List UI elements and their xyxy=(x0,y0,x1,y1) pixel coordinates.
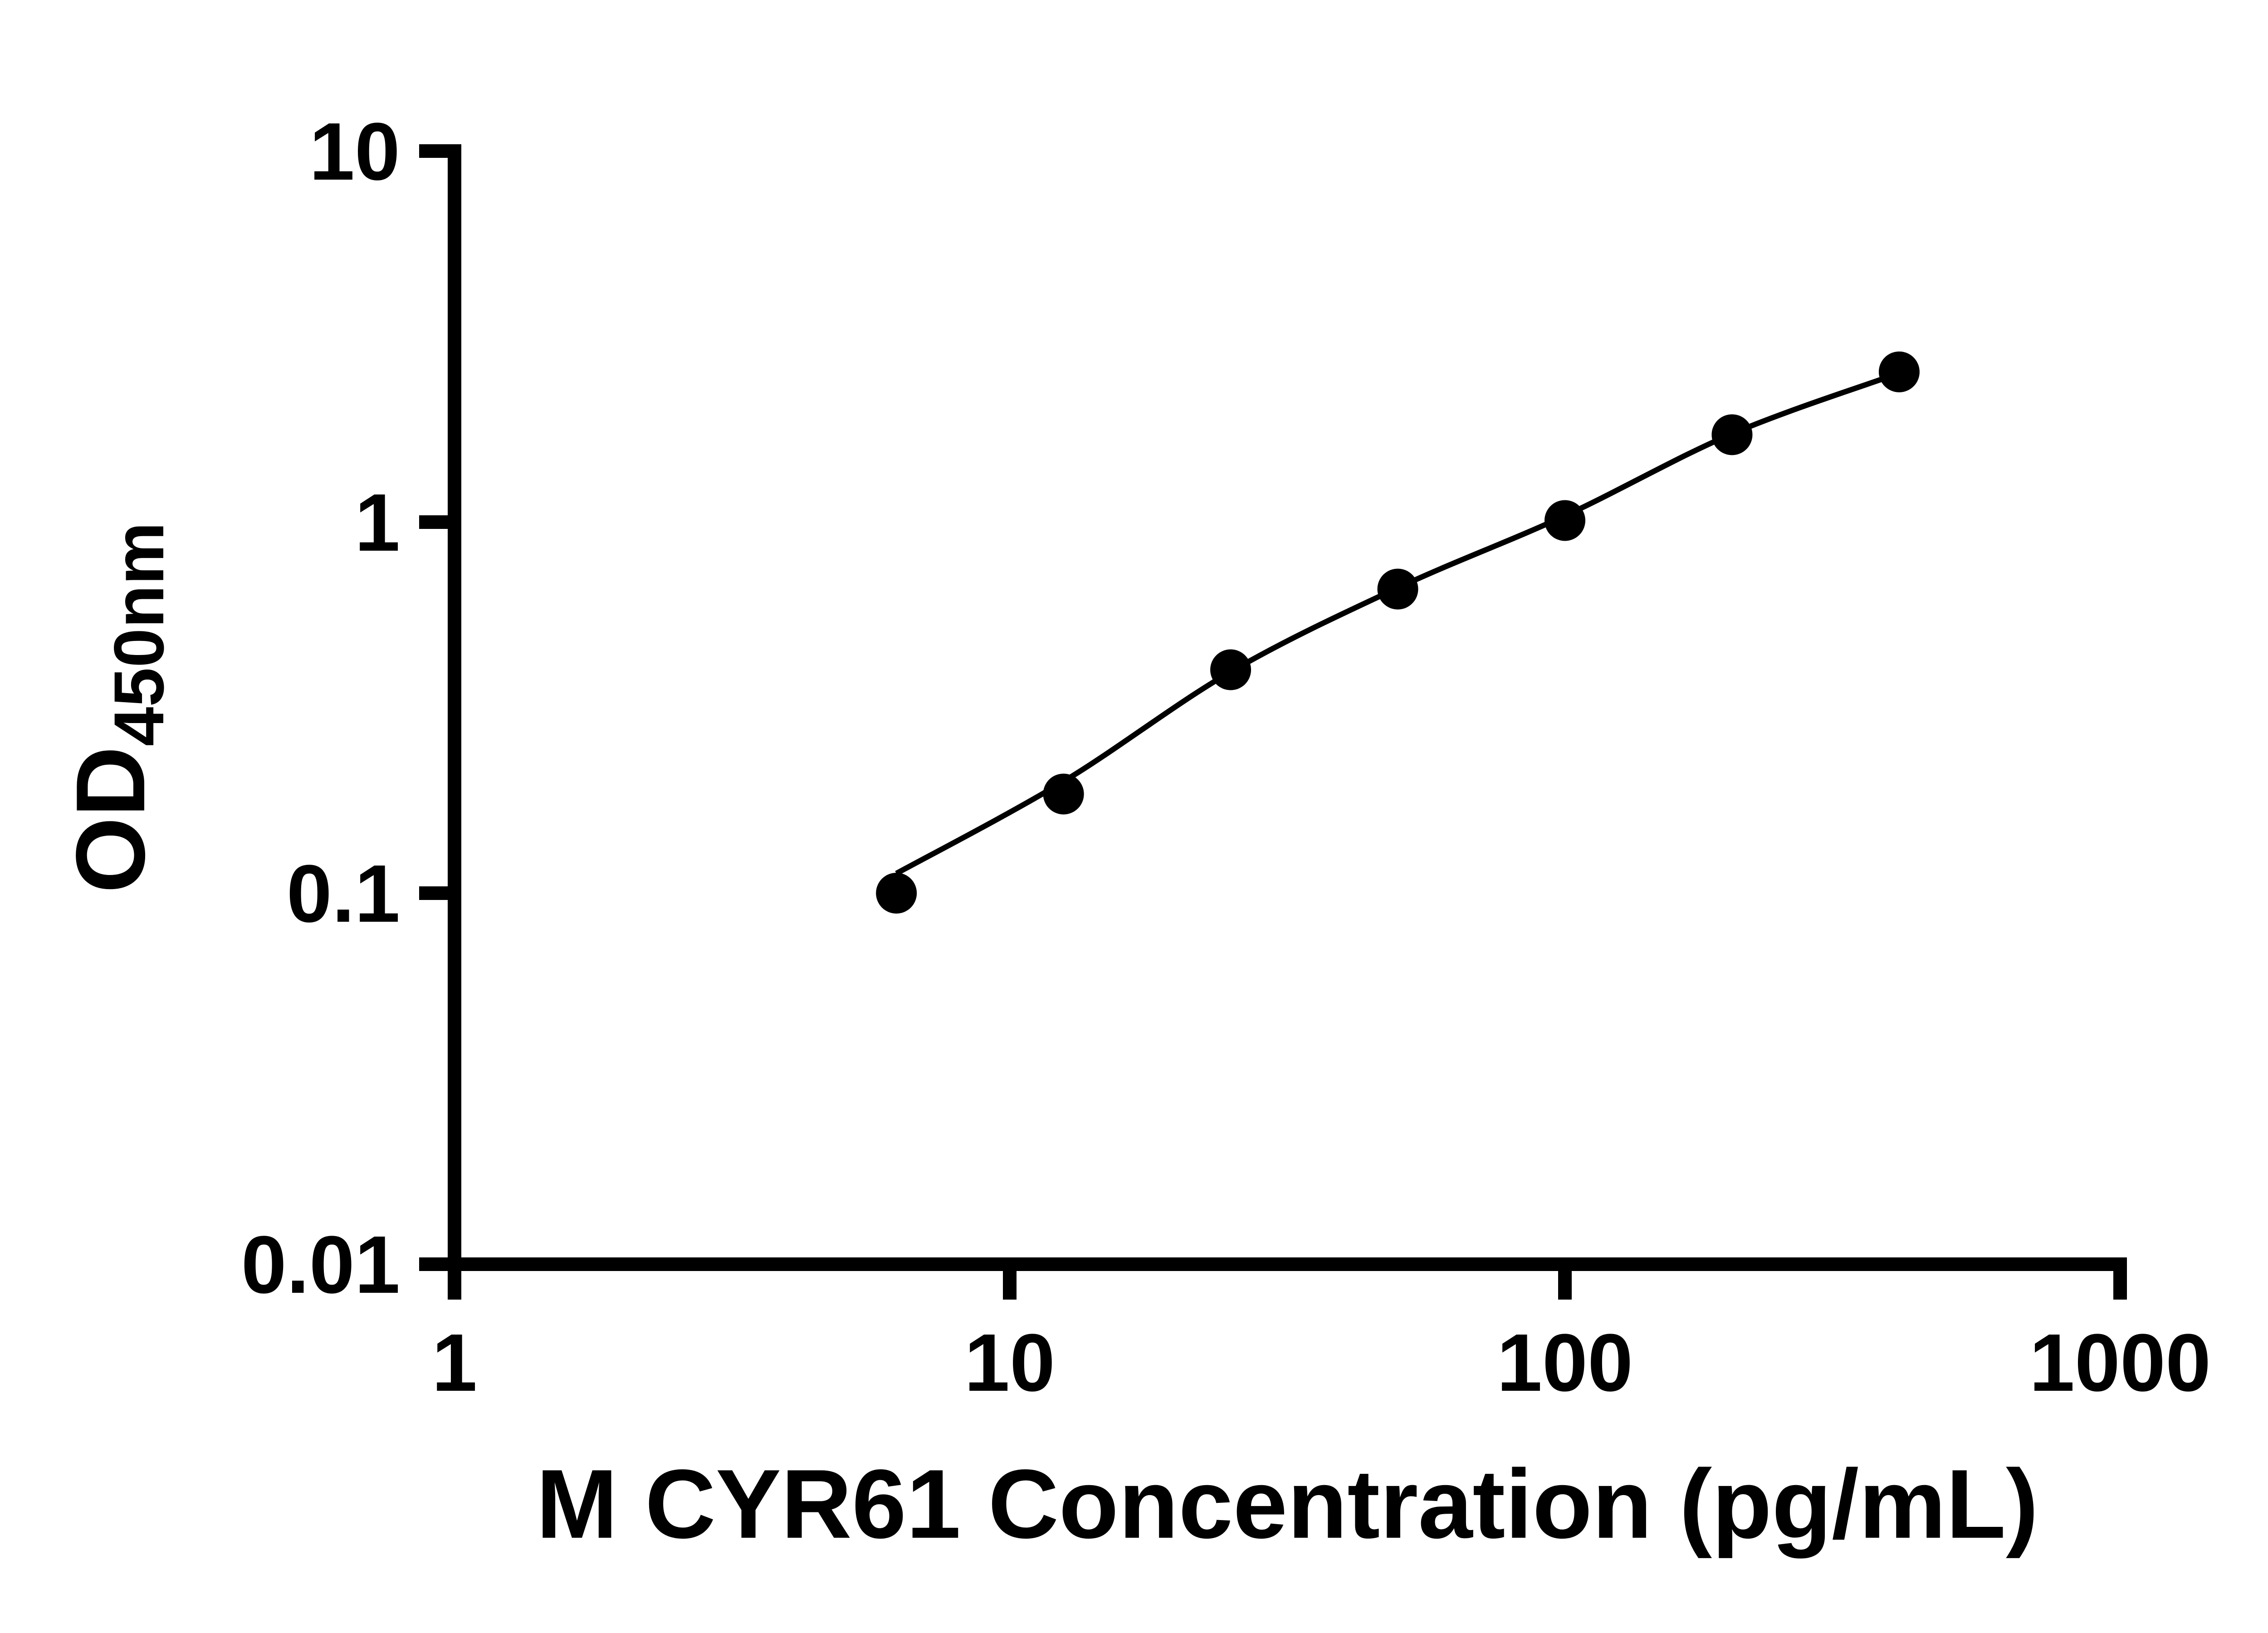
x-axis-title: M CYR61 Concentration (pg/mL) xyxy=(536,1449,2038,1559)
x-tick-label: 1000 xyxy=(2029,1317,2211,1408)
data-point xyxy=(1545,500,1585,541)
y-axis-title-main: OD xyxy=(55,746,165,893)
x-tick-label: 100 xyxy=(1497,1317,1633,1408)
y-axis-title: OD450nm xyxy=(55,522,179,893)
x-tick-label: 1 xyxy=(432,1317,477,1408)
y-tick-label: 0.1 xyxy=(287,848,400,939)
data-point xyxy=(1711,414,1753,455)
y-axis-title-subscript: 450nm xyxy=(100,522,179,746)
data-point xyxy=(1043,773,1084,815)
y-tick-label: 1 xyxy=(355,477,400,568)
y-tick-label: 0.01 xyxy=(241,1219,400,1310)
data-point xyxy=(876,873,917,914)
data-point xyxy=(1377,568,1418,610)
x-tick-label: 10 xyxy=(964,1317,1055,1408)
data-point xyxy=(1878,351,1920,392)
data-point xyxy=(1210,649,1251,690)
y-tick-label: 10 xyxy=(309,106,400,197)
